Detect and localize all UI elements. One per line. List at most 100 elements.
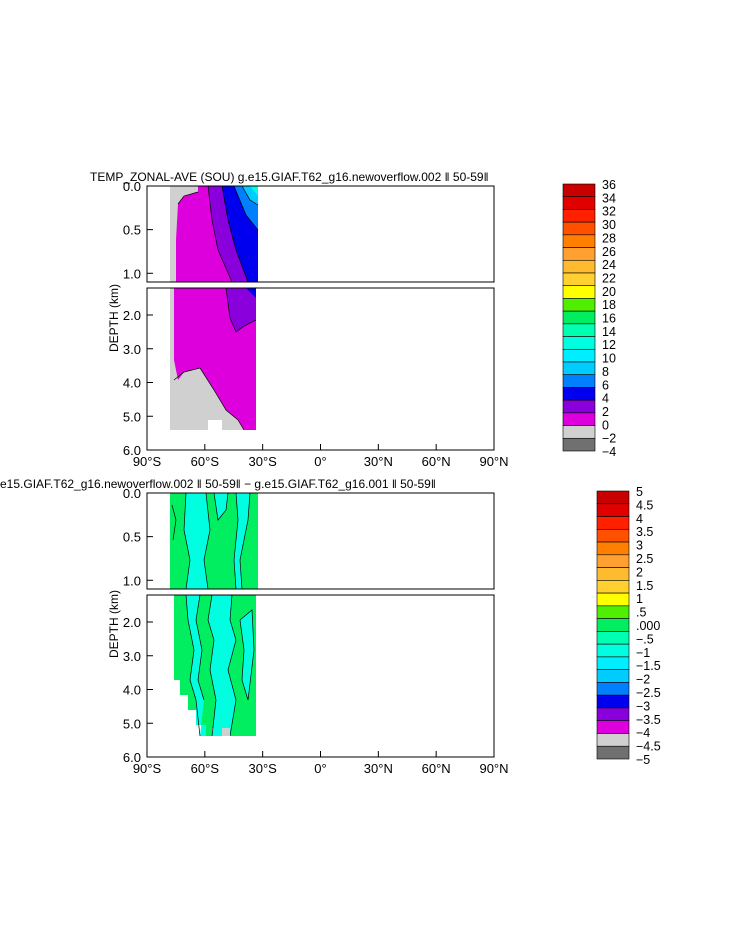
colorbar-swatch [562,425,596,439]
x-tick-label: 60°S [191,454,220,469]
colorbar-swatch [562,196,596,210]
colorbar-label: 26 [602,245,616,259]
colorbar-label: −2 [636,673,650,687]
temp-difference-panel: e15.GIAF.T62_g16.newoverflow.002 ‖ 50-59… [0,477,661,776]
x-tick-labels: 90°S 60°S 30°S 0° 30°N 60°N 90°N [133,751,509,776]
y-tick-label: 2.0 [123,615,141,630]
x-tick-label: 90°S [133,454,162,469]
colorbar-swatch [596,707,630,722]
colorbar-swatch [562,285,596,299]
colorbar-swatch [596,643,630,658]
colorbar-swatch [562,374,596,388]
y-tick-label: 6.0 [123,443,141,458]
x-tick-label: 90°S [133,761,162,776]
x-tick-labels: 90°S 60°S 30°S 0° 30°N 60°N 90°N [133,444,509,469]
colorbar-swatch [596,541,630,556]
colorbar-swatch [596,516,630,530]
panel-title: TEMP_ZONAL-AVE (SOU) g.e15.GIAF.T62_g16.… [90,170,489,184]
x-tick-label: 90°N [479,761,508,776]
colorbar-label: 30 [602,218,616,232]
colorbar-label: −3 [636,699,650,713]
colorbar-label: 18 [602,298,616,312]
colorbar-label: 3.5 [636,525,653,539]
colorbar-label: 3 [636,539,643,553]
y-tick-label: 3.0 [123,342,141,357]
colorbar-swatch [596,745,630,760]
colorbar-label: 8 [602,365,609,379]
colorbar-label: 5 [636,485,643,499]
colorbar-label: −2 [602,432,616,446]
contour-field-lower [174,594,256,737]
colorbar-swatch [562,437,596,452]
colorbar-label: 22 [602,271,616,285]
colorbar-label: 0 [602,418,609,432]
colorbar-swatch [596,656,630,670]
colorbar-swatch [596,490,630,505]
colorbar-swatch [562,361,596,376]
colorbar-label: 28 [602,231,616,245]
colorbar-swatch [562,272,596,287]
colorbar-label: 1 [636,592,643,606]
colorbar-swatch [596,682,630,696]
colorbar-swatch [596,528,630,543]
colorbar-label: 4.5 [636,498,653,512]
x-tick-label: 30°N [364,761,393,776]
colorbar-label: 36 [602,178,616,192]
x-tick-label: 0° [314,761,326,776]
colorbar-label: 34 [602,191,616,205]
colorbar-swatch [562,336,596,350]
contour-field-upper [170,492,258,590]
colorbar-label: −4 [636,726,650,740]
colorbar-label: 10 [602,352,616,366]
colorbar-swatch [596,503,630,517]
colorbar-swatch [562,259,596,274]
y-tick-label: 0.0 [123,486,141,501]
colorbar-label: −1 [636,646,650,660]
x-tick-label: 0° [314,454,326,469]
x-tick-label: 90°N [479,454,508,469]
colorbar-label: .000 [636,619,660,633]
colorbar-swatch [596,733,630,747]
colorbar-label: 4 [602,392,609,406]
x-tick-label: 30°N [364,454,393,469]
x-tick-label: 60°N [422,454,451,469]
colorbar-label: 14 [602,325,616,339]
colorbar: 54.543.532.521.51.5.000−.5−1−1.5−2−2.5−3… [596,485,661,767]
colorbar-label: −5 [636,753,650,767]
colorbar-label: −3.5 [636,713,661,727]
colorbar-label: 2 [602,405,609,419]
y-tick-label: 1.0 [123,266,141,281]
y-axis-label: DEPTH (km) [107,590,121,658]
y-tick-labels: 0.0 0.5 1.0 2.0 3.0 4.0 5.0 6.0 [123,179,153,458]
y-tick-label: 2.0 [123,308,141,323]
colorbar-swatch [596,720,630,734]
x-tick-label: 60°S [191,761,220,776]
colorbar-swatch [596,618,630,632]
x-tick-label: 30°S [248,454,277,469]
colorbar-label: −.5 [636,632,654,646]
colorbar-label: 32 [602,205,616,219]
colorbar-label: 6 [602,378,609,392]
x-tick-label: 30°S [248,761,277,776]
colorbar-swatch [562,310,596,325]
colorbar-swatch [562,298,596,312]
y-tick-label: 3.0 [123,649,141,664]
colorbar-label: 20 [602,285,616,299]
colorbar-swatch [562,348,596,363]
y-tick-label: 4.0 [123,683,141,698]
colorbar-label: −1.5 [636,659,661,673]
colorbar-label: 12 [602,338,616,352]
contour-field-lower [170,287,257,431]
contour-field-upper [170,185,259,283]
y-axis-label: DEPTH (km) [107,284,121,352]
y-tick-label: 5.0 [123,409,141,424]
colorbar-swatch [562,387,596,401]
y-tick-label: 0.0 [123,179,141,194]
colorbar-label: −4 [602,445,616,459]
colorbar-label: 1.5 [636,579,653,593]
colorbar-swatch [562,412,596,426]
colorbar-label: −4.5 [636,740,661,754]
colorbar-swatch [562,399,596,414]
